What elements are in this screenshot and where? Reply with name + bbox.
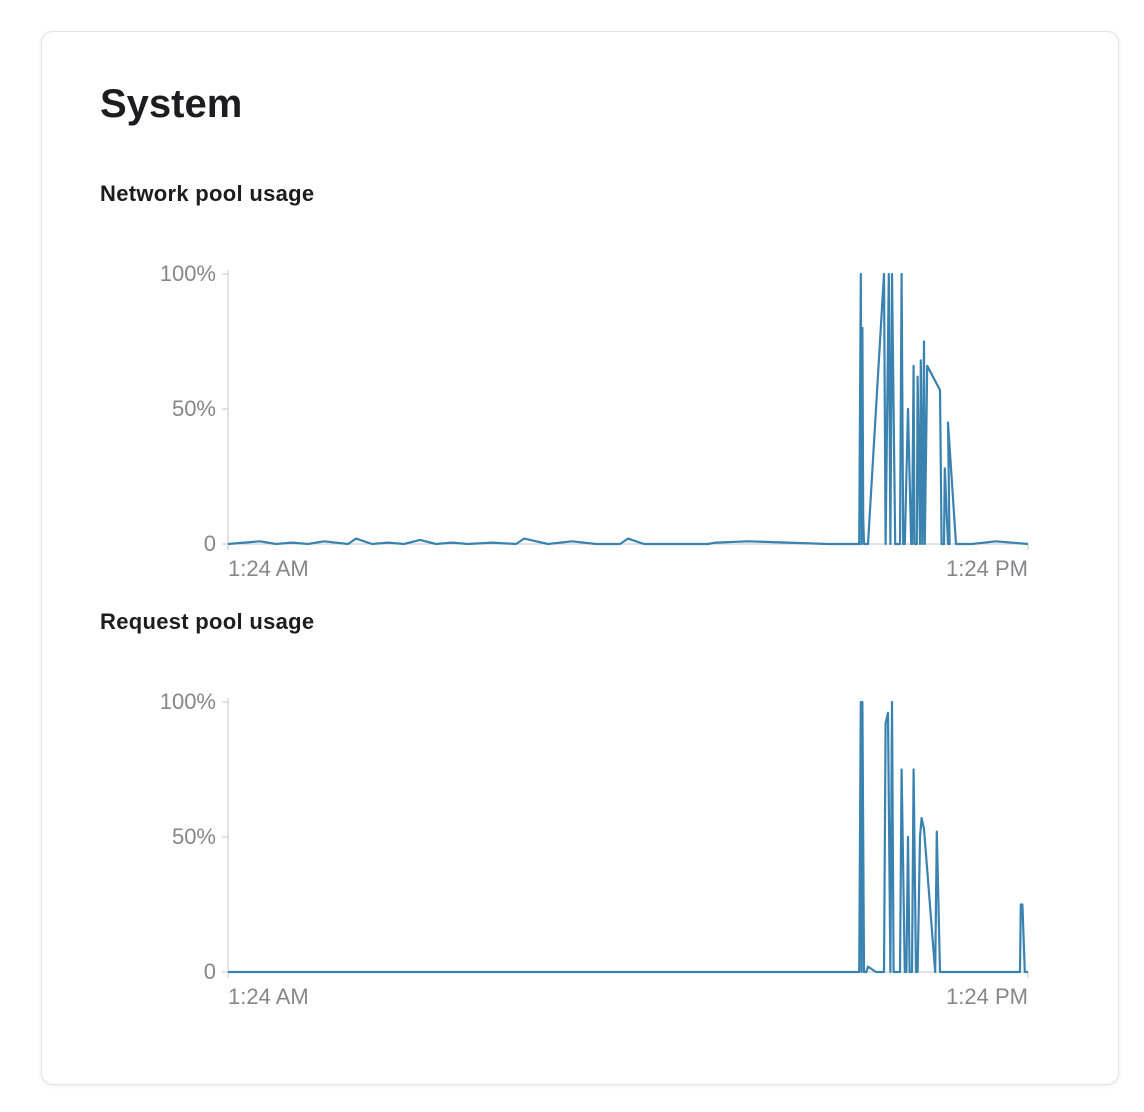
y-tick-label: 0 <box>204 531 216 556</box>
chart-title: Request pool usage <box>100 609 315 634</box>
network-pool-chart-svg: 0 50% 100% 1:24 AM 1:24 PM <box>160 261 1029 581</box>
request-pool-chart-svg: 0 50% 100% 1:24 AM 1:24 PM <box>160 689 1029 1009</box>
request-pool-chart: Request pool usage 0 50% 100% 1:24 AM 1:24 P… <box>42 608 1120 1028</box>
y-tick-label: 50% <box>172 824 216 849</box>
series-line <box>227 272 1029 546</box>
y-tick-label: 50% <box>172 396 216 421</box>
x-tick-label: 1:24 PM <box>946 556 1028 581</box>
y-tick-label: 100% <box>160 261 216 286</box>
card-title: System <box>100 82 243 126</box>
system-card: System Network pool usage 0 50% 100% 1:24 A… <box>41 31 1119 1085</box>
chart-title: Network pool usage <box>100 181 315 206</box>
y-tick-label: 100% <box>160 689 216 714</box>
y-tick-label: 0 <box>204 959 216 984</box>
x-tick-label: 1:24 AM <box>228 984 309 1009</box>
x-tick-label: 1:24 PM <box>946 984 1028 1009</box>
network-pool-chart: Network pool usage 0 50% 100% 1:24 AM 1:24 P… <box>42 180 1120 600</box>
x-tick-label: 1:24 AM <box>228 556 309 581</box>
